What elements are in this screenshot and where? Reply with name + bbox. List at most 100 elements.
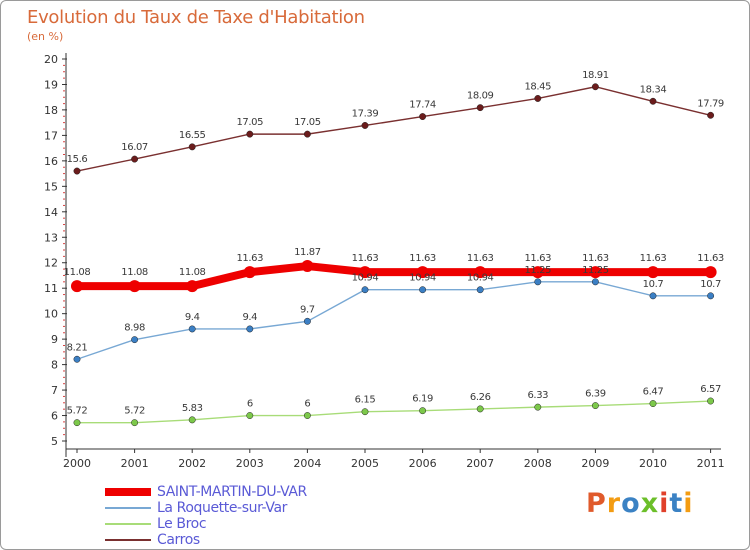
data-point [591,278,599,286]
data-point [246,130,254,138]
data-point [531,266,544,279]
data-label: 18.09 [467,91,494,102]
y-tick-label: 13 [44,231,58,244]
data-label: 9.4 [185,312,200,323]
y-tick-label: 5 [51,435,58,448]
data-label: 6.57 [700,384,721,395]
data-label: 8.21 [67,342,88,353]
proxiti-logo: Proxiti [586,488,694,519]
legend-label: La Roquette-sur-Var [157,500,287,516]
data-label: 10.94 [409,273,436,284]
data-label: 6.33 [527,390,548,401]
x-tick-label: 2006 [409,457,437,470]
chart-data-labels: 15.6 16.07 16.55 17.05 17.05 17.39 17.74 18.09 1… [64,70,725,417]
x-tick-label: 2002 [178,457,206,470]
data-point [649,97,657,105]
data-label: 17.74 [409,100,436,111]
chart-lines [71,83,717,427]
data-point [534,278,542,286]
logo-letter: P [586,488,607,519]
data-point [649,292,657,300]
data-point [246,412,254,419]
data-label: 18.34 [640,84,667,95]
y-tick-label: 18 [44,104,58,117]
data-label: 6 [247,399,253,410]
data-label: 11.25 [524,265,551,276]
data-point [303,412,311,419]
y-tick-label: 16 [44,155,58,168]
data-point [476,104,484,112]
x-tick-label: 2009 [581,457,609,470]
data-point [476,286,484,294]
data-label: 17.39 [352,108,379,119]
legend-item: Carros [105,532,405,548]
y-tick-label: 10 [44,308,58,321]
data-point [361,408,369,416]
data-point [419,286,427,294]
data-point [359,266,371,279]
data-point [246,325,254,333]
x-tick-label: 2005 [351,457,379,470]
data-point [188,325,196,333]
data-point [591,83,599,91]
data-point [188,416,196,424]
data-point [707,397,715,405]
data-label: 9.7 [300,304,315,315]
data-label: 11.08 [179,267,206,278]
data-label: 11.25 [582,265,609,276]
data-label: 5.83 [182,403,203,414]
data-point [419,113,427,121]
data-label: 15.6 [67,154,88,165]
data-label: 11.63 [640,253,667,264]
data-point [243,266,256,279]
legend-label: Le Broc [157,516,207,532]
x-tick-label: 2001 [121,457,149,470]
logo-letter: i [659,488,670,519]
y-tick-label: 7 [51,384,58,397]
data-label: 16.07 [121,142,148,153]
data-label: 18.91 [582,70,609,81]
data-label: 18.45 [524,81,551,92]
data-label: 16.55 [179,130,206,141]
data-point [73,355,81,363]
data-point [361,122,369,129]
series-la-roquette-sur-var [73,278,715,363]
data-label: 6.47 [643,387,664,398]
chart-legend: SAINT-MARTIN-DU-VAR La Roquette-sur-Var Le… [105,484,405,548]
logo-letter: o [621,488,641,519]
legend-item: SAINT-MARTIN-DU-VAR [105,484,405,500]
y-tick-label: 20 [44,53,58,66]
y-tick-label: 12 [44,257,58,270]
x-tick-label: 2007 [466,457,494,470]
data-label: 11.63 [409,253,436,264]
data-point [707,292,715,300]
data-label: 8.98 [124,323,145,334]
data-label: 6.15 [355,395,376,406]
chart-axes: 5 6 7 8 9 10 11 12 13 14 15 16 17 18 19 20 2000 2001 2002 2… [44,53,725,470]
series-le-broc [73,397,715,427]
data-point [73,167,81,175]
data-label: 5.72 [67,406,88,417]
data-label: 5.72 [124,406,145,417]
y-tick-label: 19 [44,78,58,91]
series-line [77,400,711,424]
data-label: 6.26 [470,392,491,403]
y-tick-label: 11 [44,282,58,295]
data-label: 6.19 [412,394,433,405]
data-label: 9.4 [242,312,257,323]
logo-letter: i [683,488,694,519]
series-saint-martin-du-var [71,260,717,293]
x-tick-label: 2004 [293,457,321,470]
data-point [188,143,196,151]
data-point [589,266,602,279]
legend-swatch [105,523,151,525]
data-label: 10.7 [643,279,664,290]
data-label: 11.63 [524,253,551,264]
data-point [303,317,311,325]
data-point [474,266,487,279]
data-label: 17.05 [236,117,263,128]
data-label: 11.87 [294,247,321,258]
x-tick-label: 2011 [697,457,725,470]
